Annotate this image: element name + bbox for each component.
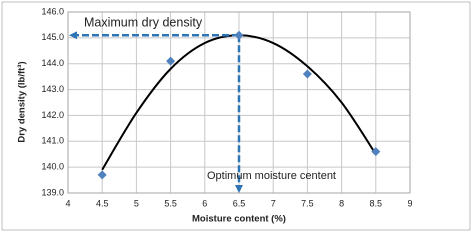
data-point [302,69,312,79]
x-tick-label: 6 [202,198,207,208]
x-tick-label: 4 [65,198,70,208]
marks [69,30,381,193]
plot-area [67,11,411,194]
y-tick-label: 143.0 [41,84,64,94]
y-tick-label: 139.0 [41,187,64,197]
chart: Moisture content (%) Dry density (lb/ft³… [1,1,471,231]
y-tick-label: 146.0 [41,6,64,16]
annotation: Maximum dry density [84,15,203,29]
y-tick-label: 144.0 [41,58,64,68]
x-tick-label: 7 [271,198,276,208]
y-axis-title: Dry density (lb/ft³) [17,61,28,142]
x-axis-title: Moisture content (%) [192,214,286,225]
data-point [97,170,107,180]
data-point [371,147,381,157]
x-tick-label: 6.5 [233,198,246,208]
x-tick-label: 9 [407,198,412,208]
y-tick-label: 141.0 [41,136,64,146]
y-tick-label: 145.0 [41,32,64,42]
x-tick-label: 7.5 [301,198,314,208]
y-tick-label: 140.0 [41,162,64,172]
y-tick-label: 142.0 [41,110,64,120]
x-tick-label: 8.5 [370,198,383,208]
data-point [166,56,176,66]
x-tick-label: 8 [339,198,344,208]
data-point [234,30,244,40]
x-tick-label: 4.5 [96,198,109,208]
x-tick-label: 5 [134,198,139,208]
annotation: Optimum moisture centent [207,170,336,182]
x-tick-label: 5.5 [164,198,177,208]
